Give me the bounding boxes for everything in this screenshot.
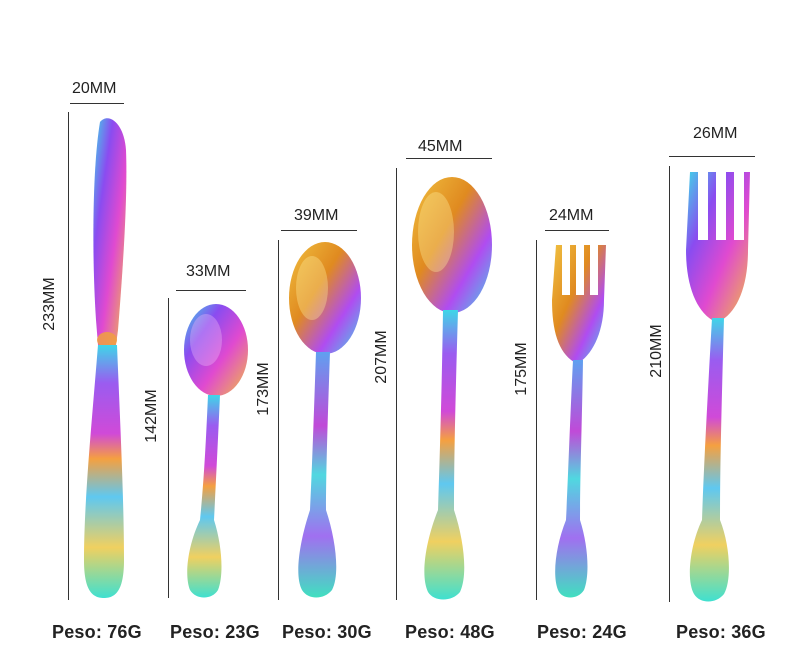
table-spoon-length-line: [396, 168, 397, 600]
table-spoon-length-label: 207MM: [373, 330, 390, 384]
table-spoon-utensil: [412, 177, 492, 600]
dessert-spoon-utensil: [289, 242, 361, 598]
teaspoon-utensil: [184, 304, 248, 598]
table-fork-width-line: [669, 156, 755, 157]
dessert-spoon-weight-label: Peso: 30G: [282, 622, 372, 642]
teaspoon-weight-label: Peso: 23G: [170, 622, 260, 642]
knife-width-line: [70, 103, 124, 104]
knife-length-label: 233MM: [41, 277, 58, 331]
table-spoon-width-line: [406, 158, 492, 159]
dessert-fork-width-line: [545, 230, 609, 231]
knife-length-line: [68, 112, 69, 600]
table-spoon-weight-label: Peso: 48G: [405, 622, 495, 642]
dessert-spoon-length-line: [278, 240, 279, 600]
knife-width-label: 20MM: [72, 80, 117, 97]
teaspoon-length-line: [168, 298, 169, 598]
table-spoon-width-label: 45MM: [418, 138, 463, 155]
dessert-fork-length-line: [536, 240, 537, 600]
dessert-fork-width-label: 24MM: [549, 207, 594, 224]
knife-weight-label: Peso: 76G: [52, 622, 142, 642]
teaspoon-width-label: 33MM: [186, 263, 231, 280]
table-fork-utensil: [686, 172, 750, 602]
teaspoon-length-label: 142MM: [143, 389, 160, 443]
dessert-spoon-length-label: 173MM: [255, 362, 272, 416]
teaspoon-width-line: [176, 290, 246, 291]
table-fork-length-line: [669, 166, 670, 602]
dessert-fork-length-label: 175MM: [513, 342, 530, 396]
dessert-fork-utensil: [552, 245, 606, 598]
dessert-fork-weight-label: Peso: 24G: [537, 622, 627, 642]
table-fork-length-label: 210MM: [648, 324, 665, 378]
knife-utensil: [84, 118, 127, 598]
dessert-spoon-width-line: [281, 230, 357, 231]
table-fork-width-label: 26MM: [693, 125, 738, 142]
table-fork-weight-label: Peso: 36G: [676, 622, 766, 642]
dessert-spoon-width-label: 39MM: [294, 207, 339, 224]
